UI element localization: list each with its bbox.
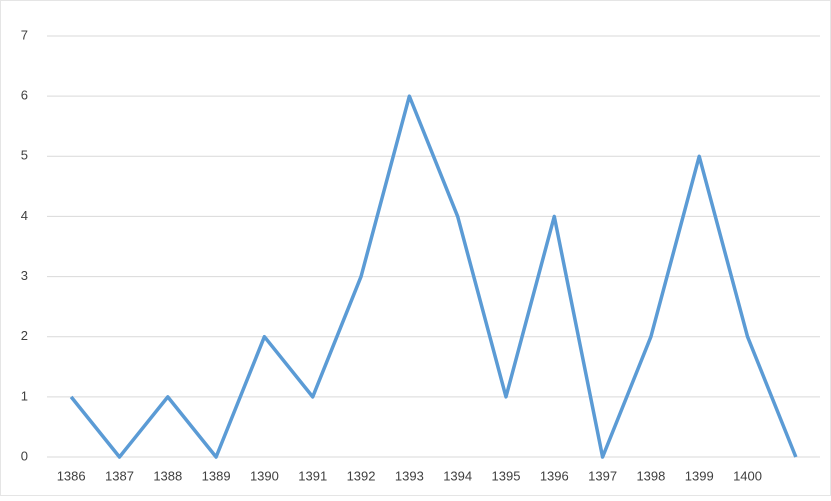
x-tick-label: 1387 bbox=[105, 468, 134, 483]
y-tick-label: 6 bbox=[21, 88, 28, 103]
x-tick-label: 1395 bbox=[492, 468, 521, 483]
y-tick-label: 5 bbox=[21, 148, 28, 163]
y-tick-label: 0 bbox=[21, 448, 28, 463]
x-tick-label: 1388 bbox=[153, 468, 182, 483]
y-tick-label: 3 bbox=[21, 268, 28, 283]
y-tick-label: 2 bbox=[21, 328, 28, 343]
x-tick-label: 1399 bbox=[685, 468, 714, 483]
x-tick-label: 1390 bbox=[250, 468, 279, 483]
x-tick-label: 1389 bbox=[202, 468, 231, 483]
y-tick-label: 7 bbox=[21, 27, 28, 42]
y-tick-label: 4 bbox=[21, 208, 28, 223]
x-tick-label: 1397 bbox=[588, 468, 617, 483]
y-tick-label: 1 bbox=[21, 388, 28, 403]
x-tick-label: 1394 bbox=[443, 468, 472, 483]
x-tick-label: 1386 bbox=[57, 468, 86, 483]
x-tick-label: 1392 bbox=[347, 468, 376, 483]
x-tick-label: 1391 bbox=[298, 468, 327, 483]
x-tick-label: 1393 bbox=[395, 468, 424, 483]
x-tick-label: 1396 bbox=[540, 468, 569, 483]
x-tick-label: 1398 bbox=[636, 468, 665, 483]
x-tick-label: 1400 bbox=[733, 468, 762, 483]
chart-frame bbox=[1, 1, 831, 496]
chart: 0 1 2 3 4 5 6 7 1386 1387 1388 1389 1390 1391 1392 1393… bbox=[0, 0, 831, 496]
